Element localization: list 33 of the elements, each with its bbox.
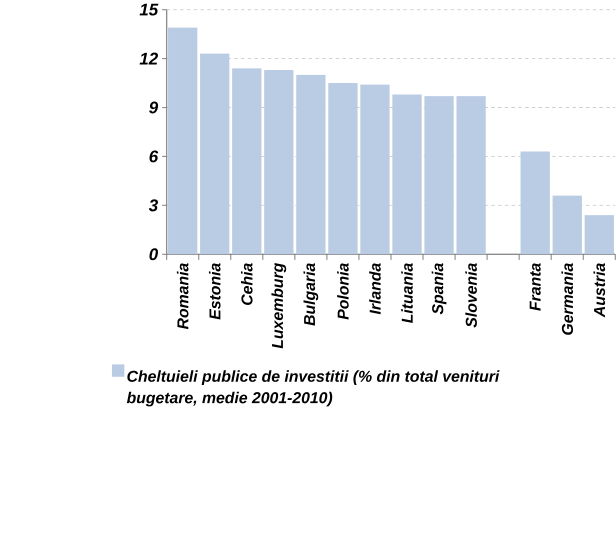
x-tick-label: Spania	[432, 263, 446, 314]
bar	[296, 74, 326, 254]
x-tick-label: Romania	[176, 263, 188, 329]
bar	[456, 96, 486, 254]
x-tick-label: Slovenia	[465, 263, 477, 328]
y-tick-label: 15	[140, 4, 158, 16]
x-tick-label: Polonia	[337, 263, 349, 320]
x-tick-label: Lituania	[401, 263, 413, 323]
bar	[584, 214, 614, 254]
bar	[328, 82, 358, 254]
x-tick-label: Cehia	[240, 263, 253, 305]
bar	[360, 84, 390, 254]
x-tick-label: Irlanda	[369, 263, 381, 314]
y-tick-label: 3	[148, 199, 158, 212]
bar	[392, 94, 422, 254]
bar	[520, 151, 550, 254]
bar	[200, 53, 230, 254]
bar	[424, 96, 454, 254]
bar	[168, 27, 198, 254]
y-tick-label: 6	[150, 150, 158, 162]
x-tick-label: Franta	[530, 263, 541, 311]
bar	[552, 195, 582, 254]
x-tick-label: Estonia	[208, 263, 221, 320]
bar	[264, 70, 294, 254]
y-tick-label: 0	[149, 248, 158, 260]
x-tick-label: Germania	[561, 263, 574, 335]
y-tick-label: 12	[140, 52, 158, 64]
x-tick-label: Austria	[594, 263, 606, 318]
y-tick-label: 9	[149, 101, 158, 114]
legend-label: Cheltuieli publice de investitii (% din total venituri bugetare, medie 2001-2010)	[126, 370, 500, 406]
bar	[232, 68, 262, 254]
x-tick-label: Bulgaria	[304, 263, 318, 326]
x-tick-label: Luxemburg	[271, 262, 286, 348]
